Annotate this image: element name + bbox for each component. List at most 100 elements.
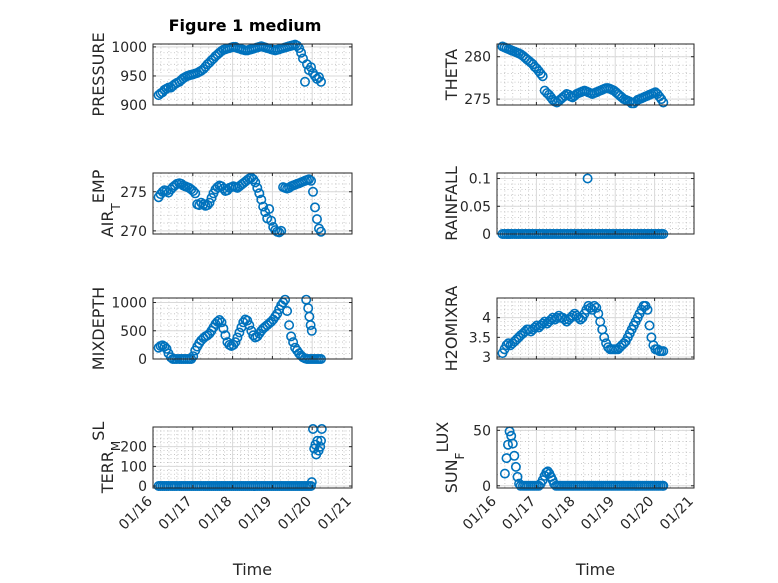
y-tick-label: 4 xyxy=(482,311,491,327)
y-tick-label: 0 xyxy=(482,479,491,495)
y-tick-label: 50 xyxy=(473,423,491,439)
data-point xyxy=(264,204,275,215)
data-point xyxy=(512,471,523,482)
data-point xyxy=(582,173,593,184)
data-point xyxy=(296,47,307,58)
y-tick-label: 0.1 xyxy=(469,172,491,188)
data-point xyxy=(559,314,570,325)
data-point xyxy=(535,68,546,79)
data-point xyxy=(299,76,310,87)
data-point xyxy=(542,466,553,477)
axes-frame xyxy=(152,297,353,360)
data-point xyxy=(266,215,277,226)
data-point xyxy=(276,225,287,236)
data-point xyxy=(206,193,217,204)
x-axis-label: Time xyxy=(232,560,272,579)
x-axis-label: Time xyxy=(575,560,615,579)
y-tick-label: 0 xyxy=(138,352,147,368)
y-tick-label: 500 xyxy=(120,324,147,340)
data-point xyxy=(642,304,653,315)
axes-frame xyxy=(152,43,353,106)
axes-frame xyxy=(496,43,695,106)
data-point xyxy=(230,337,241,348)
y-axis-label: SUNFLUX xyxy=(433,422,468,494)
x-tick-label: 01/16 xyxy=(460,493,500,533)
tick-marks xyxy=(152,173,353,234)
figure-title: Figure 1 medium xyxy=(169,16,322,35)
tick-marks xyxy=(152,298,353,360)
y-tick-label: 1000 xyxy=(111,296,147,312)
data-series xyxy=(153,172,326,238)
y-tick-label: 275 xyxy=(464,92,491,108)
data-point xyxy=(212,182,223,193)
axes-frame xyxy=(496,172,695,235)
y-axis-label: THETA xyxy=(442,49,461,101)
data-point xyxy=(315,226,326,237)
tick-marks xyxy=(496,427,695,488)
y-tick-label: 900 xyxy=(120,98,147,114)
y-tick-label: 0 xyxy=(482,227,491,243)
data-point xyxy=(258,201,269,212)
x-tick-label: 01/17 xyxy=(156,494,196,534)
data-point xyxy=(309,202,320,213)
x-tick-label: 01/19 xyxy=(578,494,618,534)
y-axis-label: H2OMIXRA xyxy=(442,286,461,372)
data-point xyxy=(272,308,283,319)
axes-rainfall: 0 0.05 0.1 RAINFALL xyxy=(442,166,695,243)
data-point xyxy=(248,330,259,341)
data-point xyxy=(190,188,201,199)
x-tick-label: 01/21 xyxy=(657,494,697,534)
y-tick-label: 270 xyxy=(120,224,147,240)
y-tick-label: 0.05 xyxy=(460,199,491,215)
data-point xyxy=(204,197,215,208)
axes-frame xyxy=(496,297,695,360)
data-point xyxy=(220,330,231,341)
data-series xyxy=(499,426,669,491)
data-point xyxy=(288,337,299,348)
data-point xyxy=(234,327,245,338)
data-series xyxy=(497,41,669,109)
tick-marks xyxy=(496,298,695,359)
data-point xyxy=(567,310,578,321)
data-point xyxy=(252,182,263,193)
data-point xyxy=(307,186,318,197)
data-point xyxy=(306,325,317,336)
data-series xyxy=(153,423,327,491)
data-point xyxy=(284,320,295,331)
data-point xyxy=(510,461,521,472)
data-point xyxy=(312,435,323,446)
axes-sun-flux: 0 50 01/16 01/17 01/18 01/19 01/20 01/21 SUNFLUX… xyxy=(433,422,697,579)
data-series xyxy=(153,39,326,101)
data-point xyxy=(232,332,243,343)
data-point xyxy=(228,339,239,350)
data-point xyxy=(270,311,281,322)
data-point xyxy=(282,305,293,316)
data-point xyxy=(305,320,316,331)
data-point xyxy=(644,320,655,331)
data-point xyxy=(531,320,542,331)
axes-frame xyxy=(152,172,353,235)
data-point xyxy=(658,346,669,357)
data-point xyxy=(250,177,261,188)
x-tick-label: 01/18 xyxy=(196,494,236,534)
axes-terr-msl: 0 100 200 01/16 01/17 01/18 01/19 01/20 01/21 TER… xyxy=(89,422,355,579)
x-tick-label: 01/20 xyxy=(275,494,315,534)
data-point xyxy=(537,71,548,82)
x-tick-label: 01/18 xyxy=(539,494,579,534)
y-tick-label: 3 xyxy=(482,350,491,366)
axes-h2omixra: 3 3.5 4 H2OMIXRA xyxy=(442,286,695,372)
data-point xyxy=(311,214,322,225)
data-point xyxy=(501,340,512,351)
data-point xyxy=(256,194,267,205)
y-tick-label: 275 xyxy=(120,185,147,201)
data-point xyxy=(658,480,669,491)
x-tick-label: 01/17 xyxy=(499,494,539,534)
data-point xyxy=(303,174,314,185)
data-point xyxy=(316,423,327,434)
data-point xyxy=(280,294,291,305)
data-point xyxy=(315,441,326,452)
